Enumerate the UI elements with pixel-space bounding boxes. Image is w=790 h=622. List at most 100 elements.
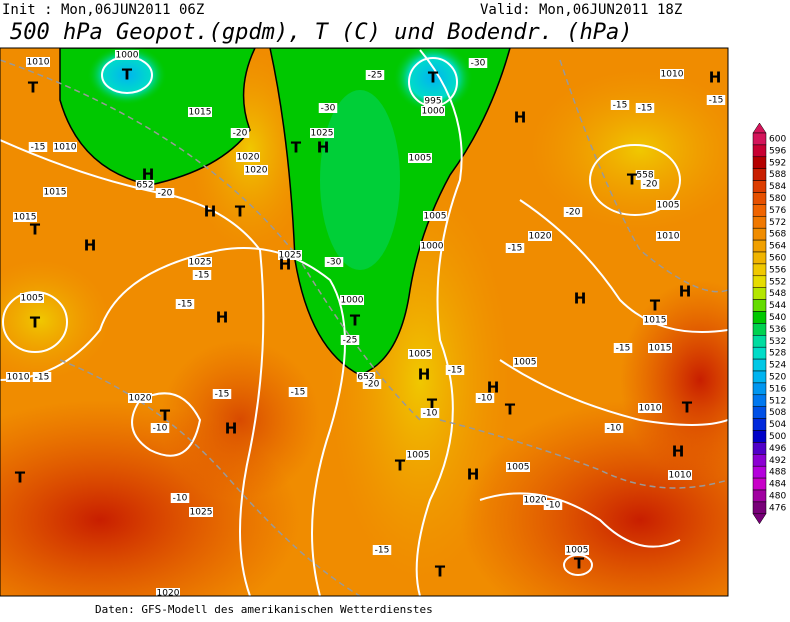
contour-label: -15 [709,96,724,106]
colorbar-cap [752,122,767,134]
colorbar-label: 516 [769,384,786,394]
colorbar-label: 564 [769,242,786,252]
label-box [310,128,334,138]
pressure-center: H [204,203,217,221]
colorbar-label: 520 [769,372,786,382]
label-box [656,200,680,210]
colorbar-swatch [752,501,767,515]
contour-label: 1025 [190,508,213,518]
pressure-center: T [574,555,585,573]
colorbar-swatch [752,382,767,396]
label-box [475,393,495,403]
label-box [340,295,364,305]
colorbar-swatch [752,132,767,146]
label-box [288,387,308,397]
label-box [356,372,376,382]
contour-label: 1010 [639,404,662,414]
pressure-center: H [679,283,692,301]
contour-label: 1025 [311,129,334,139]
contour-label: 1010 [657,232,680,242]
label-box [155,188,175,198]
contour-label: 1005 [566,546,589,556]
contour-label: -15 [215,390,230,400]
colorbar-label: 528 [769,349,786,359]
colorbar-swatch [752,418,767,431]
contour-label: -15 [31,143,46,153]
label-box [156,588,180,596]
contour-label: -10 [173,494,188,504]
pressure-center: H [467,466,480,484]
contour-label: 995 [424,97,441,107]
contour-label: -20 [643,180,658,190]
label-box [640,179,660,189]
label-box [635,103,655,113]
label-box [565,545,589,555]
map: T1000T9951000-30-251010T10151010-15-2010… [0,48,728,596]
contour-label: -15 [638,104,653,114]
contour-label: -10 [607,424,622,434]
contour-label: 1000 [421,242,444,252]
contour-label: -15 [178,300,193,310]
pressure-center: T [15,469,26,487]
contour-label: 1005 [21,294,44,304]
colorbar-label: 600 [769,134,786,144]
contour-label: -20 [158,189,173,199]
contour-label: 652 [357,373,374,383]
contour-label: 1015 [44,188,67,198]
colorbar-label: 548 [769,289,786,299]
label-box [643,315,667,325]
pressure-center: T [435,563,446,581]
contour-label: -15 [375,546,390,556]
label-box [212,389,232,399]
contour-label: 1010 [27,58,50,68]
colorbar-label: 572 [769,218,786,228]
colorbar-label: 512 [769,396,786,406]
contour-label: -30 [321,104,336,114]
contour-label: -15 [35,373,50,383]
contour-label: -15 [448,366,463,376]
label-box [406,450,430,460]
label-box [638,403,662,413]
contour-label: -15 [616,344,631,354]
colorbar-label: 504 [769,420,786,430]
pressure-center: H [142,166,155,184]
colorbar-label: 544 [769,301,786,311]
contour-label: -30 [327,258,342,268]
colorbar-swatch [752,442,767,455]
label-box [318,103,338,113]
colorbar-label: 540 [769,313,786,323]
pressure-center: T [291,139,302,157]
colorbar-swatch [752,144,767,158]
label-box [230,128,250,138]
colorbar-swatch [752,406,767,419]
pressure-center: T [650,297,661,315]
contour-label: 1015 [189,108,212,118]
label-box [189,507,213,517]
colorbar-swatch [752,489,767,503]
label-box [423,211,447,221]
label-box [706,95,726,105]
pressure-center: H [672,443,685,461]
contour-label: -15 [508,244,523,254]
contour-label: -30 [471,59,486,69]
label-box [236,152,260,162]
pressure-center: H [487,379,500,397]
colorbar-label: 556 [769,265,786,275]
colorbar-label: 508 [769,408,786,418]
colorbar-label: 596 [769,146,786,156]
label-box [505,243,525,253]
contour-label: 1000 [341,296,364,306]
label-box [528,231,552,241]
label-box [340,335,360,345]
contour-label: -20 [566,208,581,218]
colorbar-label: 536 [769,325,786,335]
colorbar-swatch [752,251,767,265]
label-box [420,408,440,418]
colorbar-cap [752,513,767,525]
label-box [506,462,530,472]
label-box [635,170,655,180]
colorbar-swatch [752,216,767,229]
contour-label: 1005 [409,154,432,164]
contour-label: 1005 [507,463,530,473]
colorbar-label: 484 [769,480,786,490]
